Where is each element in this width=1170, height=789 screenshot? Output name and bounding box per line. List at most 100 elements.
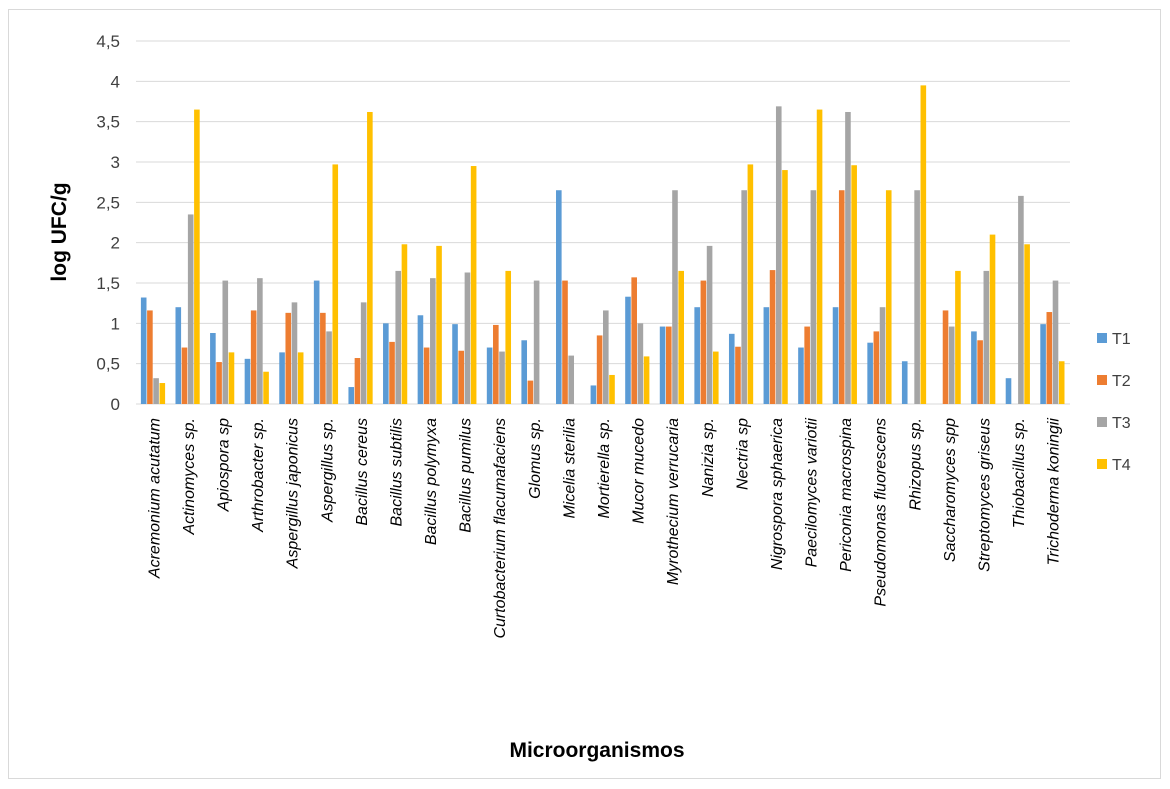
bar-t4 — [505, 270, 512, 404]
bar-t1 — [798, 347, 804, 404]
x-category-label: Saccharomyces spp — [942, 418, 959, 562]
bar-t4 — [609, 374, 615, 404]
x-category-label: Bacillus pumilus — [458, 418, 475, 533]
legend-label-t4: T4 — [1112, 457, 1131, 474]
bars — [140, 85, 1065, 405]
bar-t2 — [665, 326, 672, 404]
bar-t4 — [782, 170, 788, 404]
bar-t3 — [360, 302, 367, 404]
bar-t2 — [873, 331, 880, 404]
bar-t1 — [452, 324, 458, 404]
bar-t3 — [1052, 280, 1059, 404]
bar-t3 — [1018, 195, 1024, 404]
bar-t2 — [977, 340, 983, 404]
bar-t4 — [1024, 244, 1030, 404]
bar-t2 — [423, 347, 430, 404]
y-tick-label: 2,5 — [96, 193, 120, 212]
bar-t4 — [920, 85, 927, 405]
x-category-label: Streptomyces griseus — [977, 418, 994, 572]
y-tick-label: 2 — [111, 234, 120, 253]
bar-t3 — [637, 323, 644, 404]
x-category-label: Glomus sp. — [527, 418, 544, 499]
bar-t4 — [747, 164, 754, 404]
bar-t4 — [643, 356, 650, 404]
bar-t4 — [1058, 361, 1065, 404]
x-category-label: Micelia sterilia — [561, 418, 578, 519]
bar-t1 — [901, 361, 908, 404]
bar-t2 — [1046, 312, 1053, 404]
bar-t1 — [175, 307, 182, 404]
x-category-label: Mucor mucedo — [631, 418, 648, 524]
bar-t1 — [348, 387, 355, 404]
bar-t3 — [187, 214, 194, 404]
bar-t3 — [914, 190, 920, 404]
y-tick-label: 3 — [111, 153, 120, 172]
bar-t2 — [942, 310, 949, 404]
bar-t2 — [596, 335, 603, 404]
bar-t3 — [291, 302, 298, 404]
bar-t4 — [885, 190, 892, 404]
x-category-label: Pseudomonas fluorescens — [873, 418, 890, 607]
bar-t1 — [694, 307, 700, 404]
bar-t2 — [147, 310, 153, 404]
x-category-label: Curtobacterium flacumafaciens — [492, 418, 509, 639]
x-category-label: Acremonium acutatum — [146, 418, 163, 579]
bar-t2 — [354, 358, 361, 404]
bar-t3 — [741, 190, 747, 404]
x-category-label: Nigrospora sphaerica — [769, 418, 786, 570]
legend-swatch-t1 — [1097, 333, 1107, 343]
legend-label-t2: T2 — [1112, 373, 1131, 390]
bar-t1 — [279, 352, 285, 404]
bar-t2 — [181, 347, 188, 404]
x-category-labels: Acremonium acutatum Actinomyces sp. Apiosp… — [146, 418, 1062, 639]
bar-t4 — [332, 164, 339, 404]
bar-t1 — [1005, 378, 1012, 404]
bar-t4 — [678, 270, 684, 404]
bar-t4 — [367, 111, 373, 405]
bar-t1 — [832, 307, 839, 404]
x-category-label: Apiospora sp — [216, 418, 233, 512]
bar-t3 — [672, 190, 678, 404]
legend-swatch-t4 — [1097, 459, 1107, 469]
bar-t2 — [250, 310, 257, 404]
bar-t2 — [838, 190, 845, 404]
bar-t4 — [712, 351, 719, 404]
bar-t1 — [244, 358, 251, 404]
bar-t3 — [464, 272, 471, 404]
x-category-label: Paecilomyces variotii — [804, 418, 821, 568]
x-category-label: Aspergillus japonicus — [285, 418, 302, 569]
x-category-label: Myrothecium verrucaria — [665, 418, 682, 585]
bar-t4 — [297, 352, 304, 404]
x-category-label: Thiobacillus sp. — [1011, 418, 1028, 528]
x-category-label: Bacillus cereus — [354, 418, 371, 526]
bar-t1 — [867, 342, 873, 404]
y-axis-title: log UFC/g — [48, 182, 71, 281]
bar-t1 — [971, 331, 977, 404]
x-category-label: Trichoderma koningii — [1046, 418, 1063, 566]
bar-t3 — [533, 280, 540, 404]
bar-t3 — [845, 111, 851, 405]
bar-t1 — [763, 307, 770, 404]
bar-t2 — [320, 312, 326, 404]
bar-t3 — [983, 270, 990, 404]
bar-t1 — [590, 385, 597, 404]
bar-t3 — [603, 310, 609, 404]
bar-t3 — [879, 307, 886, 404]
bar-t2 — [389, 341, 395, 404]
x-category-label: Actinomyces sp. — [181, 418, 198, 535]
bar-t2 — [735, 346, 741, 404]
bar-t3 — [775, 106, 782, 404]
x-category-label: Periconia macrospina — [838, 418, 855, 572]
bar-t4 — [989, 234, 996, 404]
bar-t4 — [228, 352, 235, 404]
bar-t1 — [383, 323, 389, 404]
legend-swatch-t2 — [1097, 375, 1107, 385]
bar-t2 — [631, 277, 637, 404]
bar-t1 — [210, 333, 216, 404]
bar-t4 — [851, 165, 857, 404]
bar-t3 — [222, 280, 229, 404]
bar-t3 — [568, 355, 575, 404]
legend-swatch-t3 — [1097, 417, 1107, 427]
chart-frame — [8, 9, 1161, 779]
bar-t4 — [401, 244, 408, 404]
